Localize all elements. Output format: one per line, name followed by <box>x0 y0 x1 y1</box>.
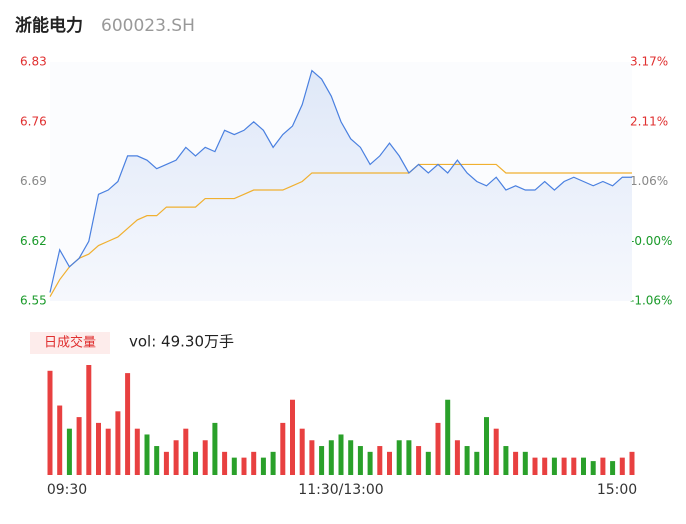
volume-bar <box>600 457 606 475</box>
volume-bar <box>348 440 354 475</box>
volume-bar <box>96 422 101 475</box>
volume-bar <box>193 451 198 475</box>
volume-bar <box>484 417 489 475</box>
volume-bar <box>202 440 208 475</box>
volume-bar <box>445 399 451 475</box>
y-tick-label: 6.62 <box>20 234 47 248</box>
volume-bar <box>328 440 334 475</box>
volume-bar <box>154 446 160 475</box>
volume-bar <box>416 446 422 475</box>
volume-bar <box>47 370 53 475</box>
volume-bar <box>387 451 392 475</box>
stock-code: 600023.SH <box>101 16 195 36</box>
price-area <box>50 70 632 302</box>
volume-bar <box>134 428 140 475</box>
volume-bar <box>561 457 567 475</box>
volume-bar <box>493 428 499 475</box>
volume-tab[interactable]: 日成交量 <box>44 335 96 351</box>
y-tick-label: 6.83 <box>20 55 47 69</box>
volume-bar <box>435 422 441 475</box>
volume-bar <box>396 440 402 475</box>
volume-bar <box>406 440 412 475</box>
volume-bar <box>299 428 305 475</box>
volume-total: vol: 49.30万手 <box>129 333 234 351</box>
volume-bar <box>474 451 480 475</box>
volume-bar <box>542 457 548 475</box>
volume-bar <box>260 457 266 475</box>
stock-name: 浙能电力 <box>15 15 83 36</box>
volume-bar <box>231 457 237 475</box>
volume-bar <box>241 457 247 475</box>
volume-bar <box>619 457 625 475</box>
volume-bar <box>290 399 295 475</box>
volume-bar <box>629 451 635 475</box>
volume-bar <box>86 365 92 475</box>
volume-bar <box>357 446 363 475</box>
volume-bar <box>66 428 72 475</box>
y2-tick-label: 1.06% <box>630 174 668 188</box>
x-tick-label: 15:00 <box>597 482 637 498</box>
y-tick-label: 6.69 <box>20 174 47 188</box>
volume-tab-bg[interactable] <box>30 332 110 354</box>
price-line <box>49 69 632 293</box>
volume-bar <box>163 451 169 475</box>
volume-bar <box>532 457 538 475</box>
y2-tick-label: 2.11% <box>630 114 668 128</box>
volume-bar <box>367 451 373 475</box>
volume-bar <box>183 428 189 475</box>
x-tick-label: 11:30/13:00 <box>298 482 383 498</box>
volume-bar <box>222 451 228 475</box>
volume-bar <box>513 451 519 475</box>
volume-bar <box>319 446 325 475</box>
volume-bar <box>251 451 257 475</box>
volume-bar <box>454 440 460 475</box>
y-tick-label: 6.55 <box>20 294 47 308</box>
volume-bar <box>57 405 63 475</box>
volume-bar <box>425 451 431 475</box>
y2-tick-label: 3.17% <box>630 55 668 69</box>
volume-bar <box>76 417 82 475</box>
volume-bar <box>590 461 596 475</box>
volume-bar <box>115 411 121 475</box>
volume-bar <box>173 440 179 475</box>
volume-bar <box>338 434 344 475</box>
volume-bar <box>610 461 616 475</box>
volume-bar <box>503 446 509 475</box>
volume-bar <box>551 457 557 475</box>
volume-bar <box>105 428 111 475</box>
volume-bar <box>125 373 131 475</box>
average-line <box>49 163 632 298</box>
volume-bar <box>571 457 577 475</box>
volume-bar <box>309 440 315 475</box>
volume-bar <box>464 446 470 475</box>
y2-tick-label: -0.00% <box>630 234 672 248</box>
x-tick-label: 09:30 <box>47 482 87 498</box>
volume-bar <box>280 422 286 475</box>
y2-tick-label: -1.06% <box>630 294 672 308</box>
volume-bar <box>522 451 528 475</box>
volume-bar <box>144 434 150 475</box>
volume-bar <box>270 451 276 475</box>
y-tick-label: 6.76 <box>20 114 47 128</box>
volume-bar <box>377 446 383 475</box>
volume-bar <box>212 422 218 475</box>
volume-bar <box>581 457 586 475</box>
